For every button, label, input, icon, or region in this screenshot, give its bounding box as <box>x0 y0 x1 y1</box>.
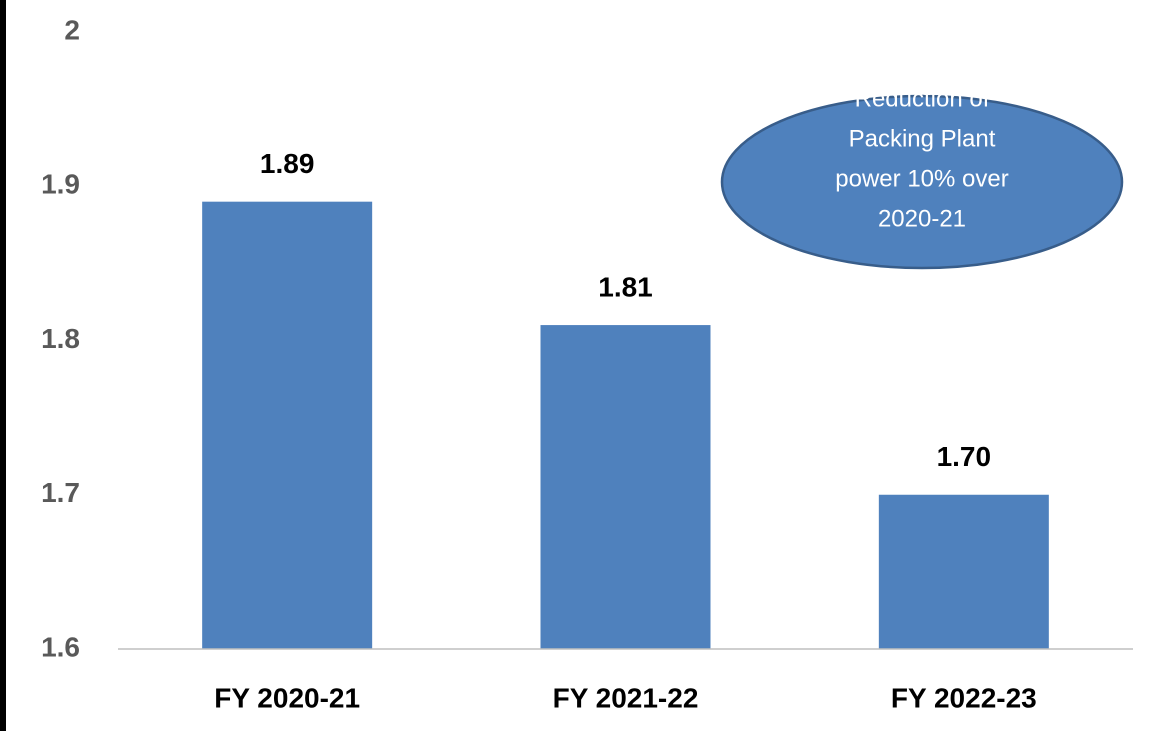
left-border <box>0 0 6 731</box>
x-tick-label: FY 2021-22 <box>553 682 699 713</box>
bar <box>540 325 711 649</box>
y-tick-label: 1.7 <box>41 477 80 508</box>
value-label: 1.81 <box>598 271 653 302</box>
x-tick-label: FY 2022-23 <box>891 682 1037 713</box>
y-tick-label: 1.8 <box>41 323 80 354</box>
x-tick-label: FY 2020-21 <box>214 682 360 713</box>
y-tick-label: 1.6 <box>41 631 80 662</box>
value-label: 1.89 <box>260 148 315 179</box>
annotation-text: 2020-21 <box>878 205 966 232</box>
annotation-text: power 10% over <box>835 165 1008 192</box>
bar <box>202 201 373 650</box>
bar <box>878 494 1049 649</box>
y-tick-label: 2 <box>64 14 80 45</box>
value-label: 1.70 <box>937 441 992 472</box>
annotation-bubble <box>720 94 1124 270</box>
y-tick-label: 1.9 <box>41 169 80 200</box>
annotation-text: Reduction of <box>855 85 990 112</box>
annotation-text: Packing Plant <box>849 125 996 152</box>
